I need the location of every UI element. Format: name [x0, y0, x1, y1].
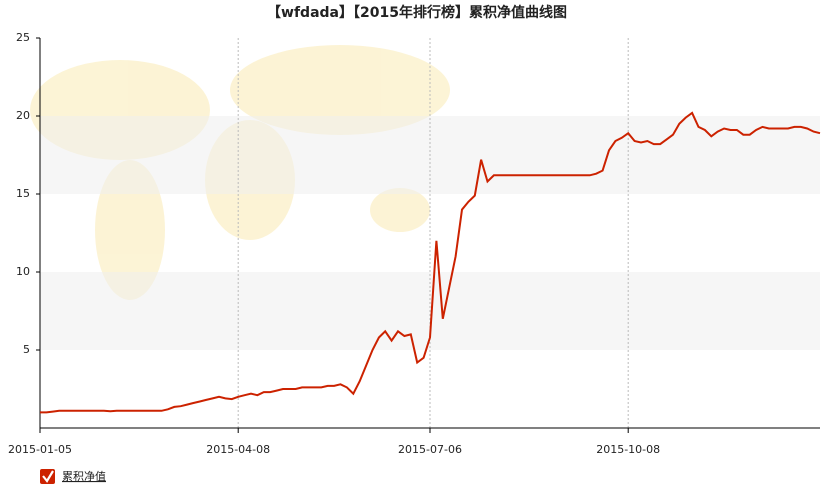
data-line — [40, 111, 821, 414]
x-tick-label: 2015-04-08 — [206, 443, 270, 456]
y-tick-label: 25 — [16, 31, 30, 44]
check-mark — [42, 470, 54, 483]
x-tick-label: 2015-01-05 — [8, 443, 72, 456]
x-tick-label: 2015-10-08 — [596, 443, 660, 456]
y-tick-label: 20 — [16, 109, 30, 122]
y-tick-label: 15 — [16, 187, 30, 200]
y-tick-label: 10 — [16, 265, 30, 278]
legend[interactable]: 累积净值 — [40, 469, 106, 484]
chart-title: 【wfdada】【2015年排行榜】累积净值曲线图 — [267, 4, 567, 21]
x-tick-label: 2015-07-06 — [398, 443, 462, 456]
legend-label[interactable]: 累积净值 — [62, 469, 106, 483]
y-tick-label: 5 — [23, 343, 30, 356]
